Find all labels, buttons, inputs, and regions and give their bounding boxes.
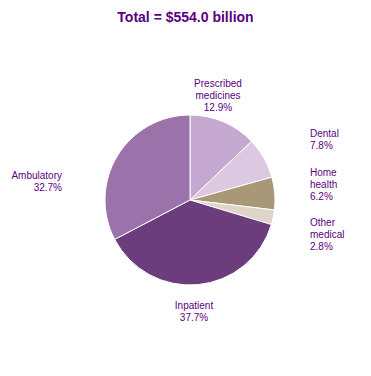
data-label: 6.2% [310, 191, 333, 202]
slice-label: Homehealth [310, 167, 337, 190]
title: Total = $554.0 billion [117, 9, 253, 25]
slice-label-line: Ambulatory [11, 170, 62, 181]
slice-label-line: Dental [310, 128, 339, 139]
slice-label-line: medicines [195, 90, 240, 101]
slice-label-line: Home [310, 167, 337, 178]
slice-label-line: Inpatient [175, 300, 214, 311]
data-label: 7.8% [310, 140, 333, 151]
data-label: 37.7% [180, 312, 208, 323]
slice [105, 115, 190, 239]
slice-label: Prescribedmedicines [194, 78, 242, 101]
slice-label: Inpatient [175, 300, 214, 311]
data-label: 12.9% [204, 102, 232, 113]
slice-label: Othermedical [310, 217, 344, 240]
slice-label-line: health [310, 179, 337, 190]
slice-label: Dental [310, 128, 339, 139]
labels: Prescribedmedicines12.9% Dental7.8% Homehe… [11, 78, 344, 323]
pie [105, 115, 275, 285]
slice-label-line: Prescribed [194, 78, 242, 89]
slice-label: Ambulatory [11, 170, 62, 181]
slice-label-line: medical [310, 229, 344, 240]
chart: Total = $554.0 billion Prescribedmedicine… [0, 0, 371, 376]
data-label: 32.7% [34, 182, 62, 193]
data-label: 2.8% [310, 241, 333, 252]
slice-label-line: Other [310, 217, 336, 228]
